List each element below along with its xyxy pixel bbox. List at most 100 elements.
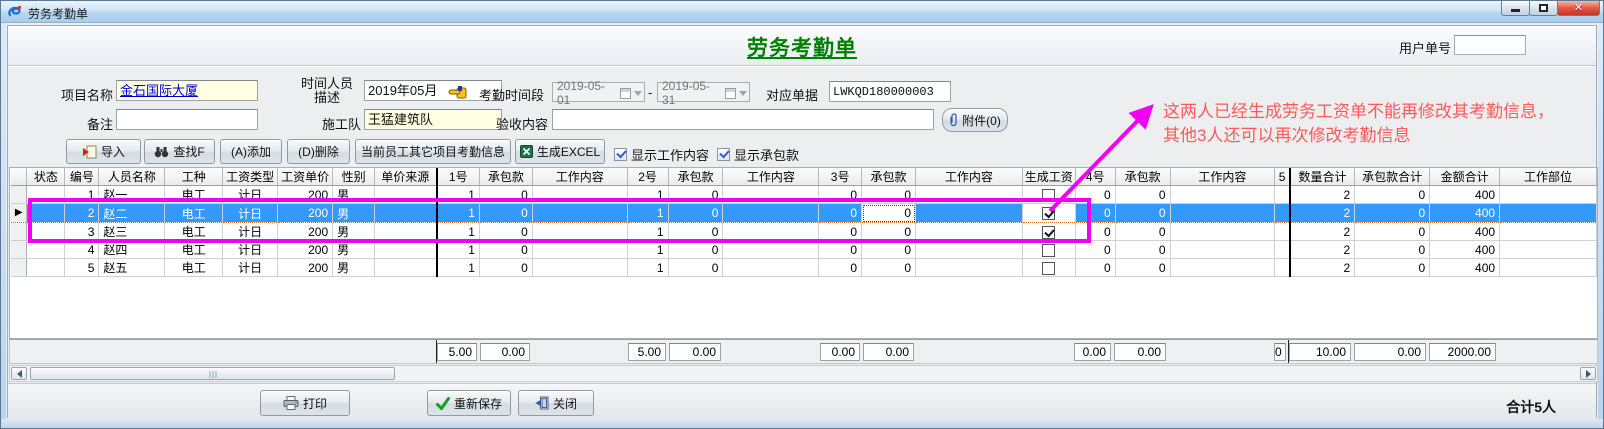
grid-cell-name[interactable]: 赵三	[98, 222, 166, 241]
grid-cell-contract3[interactable]: 0	[861, 258, 917, 277]
doc-input[interactable]: LWKQD180000003	[829, 81, 951, 102]
grid-cell-work3[interactable]	[915, 240, 1023, 259]
grid-cell-work1[interactable]	[532, 258, 628, 277]
close-form-button[interactable]: 关闭	[518, 390, 594, 416]
grid-cell-contract4[interactable]: 0	[1115, 240, 1171, 259]
column-header-contract1[interactable]: 承包款	[479, 168, 533, 186]
grid-cell-work4[interactable]	[1170, 203, 1276, 223]
grid-cell-selector[interactable]	[11, 258, 28, 277]
hand-pointer-icon[interactable]	[448, 85, 467, 100]
grid-cell-gen_wage[interactable]	[1022, 185, 1076, 204]
column-header-day5[interactable]: 5	[1274, 168, 1291, 186]
grid-cell-name[interactable]: 赵一	[98, 185, 166, 204]
grid-cell-selector[interactable]	[11, 185, 28, 204]
grid-cell-day5[interactable]	[1274, 185, 1291, 204]
grid-cell-name[interactable]: 赵四	[98, 240, 166, 259]
grid-cell-day4[interactable]: 0	[1075, 185, 1116, 204]
grid-cell-trade[interactable]: 电工	[164, 258, 224, 277]
grid-cell-day4[interactable]: 0	[1075, 203, 1116, 223]
date-to-field[interactable]: 2019-05-31	[657, 79, 750, 107]
grid-cell-gender[interactable]: 男	[332, 185, 376, 204]
column-header-work3[interactable]: 工作内容	[915, 168, 1023, 186]
column-header-day2[interactable]: 2号	[627, 168, 669, 186]
grid-cell-day1[interactable]: 1	[436, 240, 480, 259]
column-header-qty_total[interactable]: 数量合计	[1289, 168, 1356, 186]
grid-cell-status[interactable]	[26, 185, 66, 204]
gen-wage-checkbox[interactable]	[1042, 225, 1056, 239]
column-header-gen_wage[interactable]: 生成工资	[1022, 168, 1076, 186]
scroll-right-button[interactable]	[1580, 367, 1596, 380]
grid-cell-contract4[interactable]: 0	[1115, 203, 1171, 223]
grid-cell-no[interactable]: 1	[64, 185, 100, 204]
grid-cell-gen_wage[interactable]	[1022, 258, 1076, 277]
grid-cell-contract3[interactable]: 0	[861, 240, 917, 259]
grid-cell-work2[interactable]	[722, 203, 820, 223]
gen-wage-checkbox[interactable]	[1042, 207, 1056, 221]
grid-cell-work1[interactable]	[532, 240, 628, 259]
grid-cell-work3[interactable]	[915, 222, 1023, 241]
import-button[interactable]: 导入	[66, 139, 141, 164]
grid-cell-work4[interactable]	[1170, 222, 1276, 241]
chevron-down-icon[interactable]	[739, 90, 747, 96]
grid-cell-unit_price[interactable]: 200	[277, 185, 334, 204]
grid-cell-contract_total[interactable]: 0	[1354, 203, 1431, 223]
column-header-work1[interactable]: 工作内容	[532, 168, 628, 186]
grid-cell-contract_total[interactable]: 0	[1354, 258, 1431, 277]
grid-cell-contract4[interactable]: 0	[1115, 258, 1171, 277]
grid-cell-work1[interactable]	[532, 222, 628, 241]
generate-excel-button[interactable]: 生成EXCEL	[515, 139, 605, 164]
grid-cell-gen_wage[interactable]	[1022, 222, 1076, 241]
grid-cell-price_source[interactable]	[374, 185, 438, 204]
horizontal-scrollbar[interactable]	[9, 365, 1598, 382]
grid-cell-contract1[interactable]: 0	[479, 258, 533, 277]
chevron-down-icon[interactable]	[634, 90, 642, 96]
grid-cell-day5[interactable]	[1274, 240, 1291, 259]
period-desc-input[interactable]: 2019年05月	[364, 80, 502, 101]
project-field[interactable]: 金石国际大厦	[116, 80, 258, 101]
grid-cell-gender[interactable]: 男	[332, 240, 376, 259]
grid-cell-day1[interactable]: 1	[436, 185, 480, 204]
grid-cell-work1[interactable]	[532, 203, 628, 223]
grid-cell-status[interactable]	[26, 240, 66, 259]
grid-cell-day3[interactable]: 0	[818, 240, 863, 259]
grid-cell-wage_type[interactable]: 计日	[222, 203, 279, 223]
grid-cell-contract3[interactable]: 0	[861, 203, 917, 223]
column-header-day1[interactable]: 1号	[436, 168, 480, 186]
grid-cell-contract4[interactable]: 0	[1115, 185, 1171, 204]
grid-cell-contract2[interactable]: 0	[668, 258, 724, 277]
grid-cell-day3[interactable]: 0	[818, 258, 863, 277]
gen-wage-checkbox[interactable]	[1042, 261, 1056, 275]
grid-cell-price_source[interactable]	[374, 203, 438, 223]
grid-cell-day3[interactable]: 0	[818, 222, 863, 241]
grid-cell-contract3[interactable]: 0	[861, 185, 917, 204]
grid-cell-contract4[interactable]: 0	[1115, 222, 1171, 241]
grid-cell-contract3[interactable]: 0	[861, 222, 917, 241]
delete-button[interactable]: (D)删除	[287, 139, 350, 164]
column-header-price_source[interactable]: 单价来源	[374, 168, 438, 186]
show-contract-checkbox[interactable]: 显示承包款	[717, 145, 799, 164]
show-work-checkbox[interactable]: 显示工作内容	[614, 145, 709, 164]
column-header-name[interactable]: 人员名称	[98, 168, 166, 186]
grid-cell-day2[interactable]: 1	[627, 258, 669, 277]
grid-cell-work2[interactable]	[722, 185, 820, 204]
grid-cell-work4[interactable]	[1170, 185, 1276, 204]
minimize-button[interactable]	[1501, 1, 1530, 16]
grid-cell-work2[interactable]	[722, 222, 820, 241]
grid-cell-trade[interactable]: 电工	[164, 222, 224, 241]
add-button[interactable]: (A)添加	[220, 139, 282, 164]
grid-cell-day5[interactable]	[1274, 222, 1291, 241]
grid-cell-day3[interactable]: 0	[818, 203, 863, 223]
grid-cell-work4[interactable]	[1170, 240, 1276, 259]
print-button[interactable]: 打印	[260, 390, 350, 416]
grid-cell-no[interactable]: 3	[64, 222, 100, 241]
maximize-button[interactable]	[1529, 1, 1558, 16]
grid-cell-day5[interactable]	[1274, 258, 1291, 277]
grid-cell-work3[interactable]	[915, 203, 1023, 223]
scrollbar-thumb[interactable]	[30, 367, 395, 380]
grid-cell-day2[interactable]: 1	[627, 203, 669, 223]
grid-cell-day4[interactable]: 0	[1075, 240, 1116, 259]
column-header-gender[interactable]: 性别	[332, 168, 376, 186]
grid-cell-contract2[interactable]: 0	[668, 203, 724, 223]
grid-cell-work3[interactable]	[915, 258, 1023, 277]
scroll-left-button[interactable]	[11, 367, 27, 380]
